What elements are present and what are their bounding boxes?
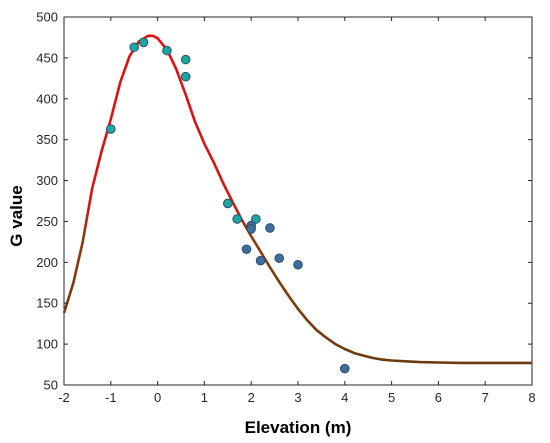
- y-tick-label: 100: [36, 337, 58, 352]
- x-tick-label: 3: [294, 390, 301, 405]
- y-tick-label: 400: [36, 91, 58, 106]
- x-tick-label: 4: [341, 390, 348, 405]
- plot-area-border: [63, 16, 533, 386]
- x-tick-label: 0: [154, 390, 161, 405]
- data-point-2: [138, 37, 149, 48]
- y-tick-label: 50: [44, 378, 58, 393]
- y-tick-label: 250: [36, 214, 58, 229]
- y-tick-label: 350: [36, 132, 58, 147]
- x-tick-label: -2: [58, 390, 70, 405]
- data-point-15: [293, 259, 303, 270]
- y-tick-label: 200: [36, 255, 58, 270]
- x-tick-label: 1: [201, 390, 208, 405]
- fit-curve-line: [62, 34, 532, 365]
- data-point-0: [106, 124, 116, 134]
- data-point-10: [251, 214, 261, 224]
- y-tick-label: 300: [36, 173, 58, 188]
- data-point-4: [180, 54, 191, 65]
- data-point-14: [274, 253, 285, 264]
- data-point-11: [265, 223, 275, 233]
- data-point-12: [241, 244, 252, 255]
- y-tick-label: 450: [36, 50, 58, 65]
- data-point-1: [129, 42, 139, 53]
- data-point-5: [180, 71, 191, 82]
- x-axis-label: Elevation (m): [245, 418, 352, 437]
- data-point-16: [340, 363, 350, 374]
- x-axis-ticks: -2 -1 0 1 2 3 4 5 6 7 8: [58, 17, 536, 405]
- data-point-6: [223, 198, 233, 209]
- x-tick-label: 2: [248, 390, 255, 405]
- x-tick-label: 6: [435, 390, 442, 405]
- y-axis-ticks: 50 100 150 200 250 300 350 400 450 500: [36, 10, 532, 393]
- x-tick-label: 5: [388, 390, 395, 405]
- x-tick-label: 7: [482, 390, 489, 405]
- data-points: [106, 37, 350, 374]
- data-point-13: [255, 255, 266, 266]
- x-tick-label: 8: [528, 390, 535, 405]
- fit-curve-layer: [62, 34, 532, 365]
- y-tick-label: 150: [36, 296, 58, 311]
- y-tick-label: 500: [36, 10, 58, 25]
- data-point-7: [232, 214, 242, 224]
- plot-frame: [63, 16, 533, 386]
- data-point-9: [246, 224, 256, 234]
- y-axis-label: G value: [7, 185, 26, 246]
- x-tick-label: -1: [105, 390, 117, 405]
- data-point-3: [162, 45, 172, 56]
